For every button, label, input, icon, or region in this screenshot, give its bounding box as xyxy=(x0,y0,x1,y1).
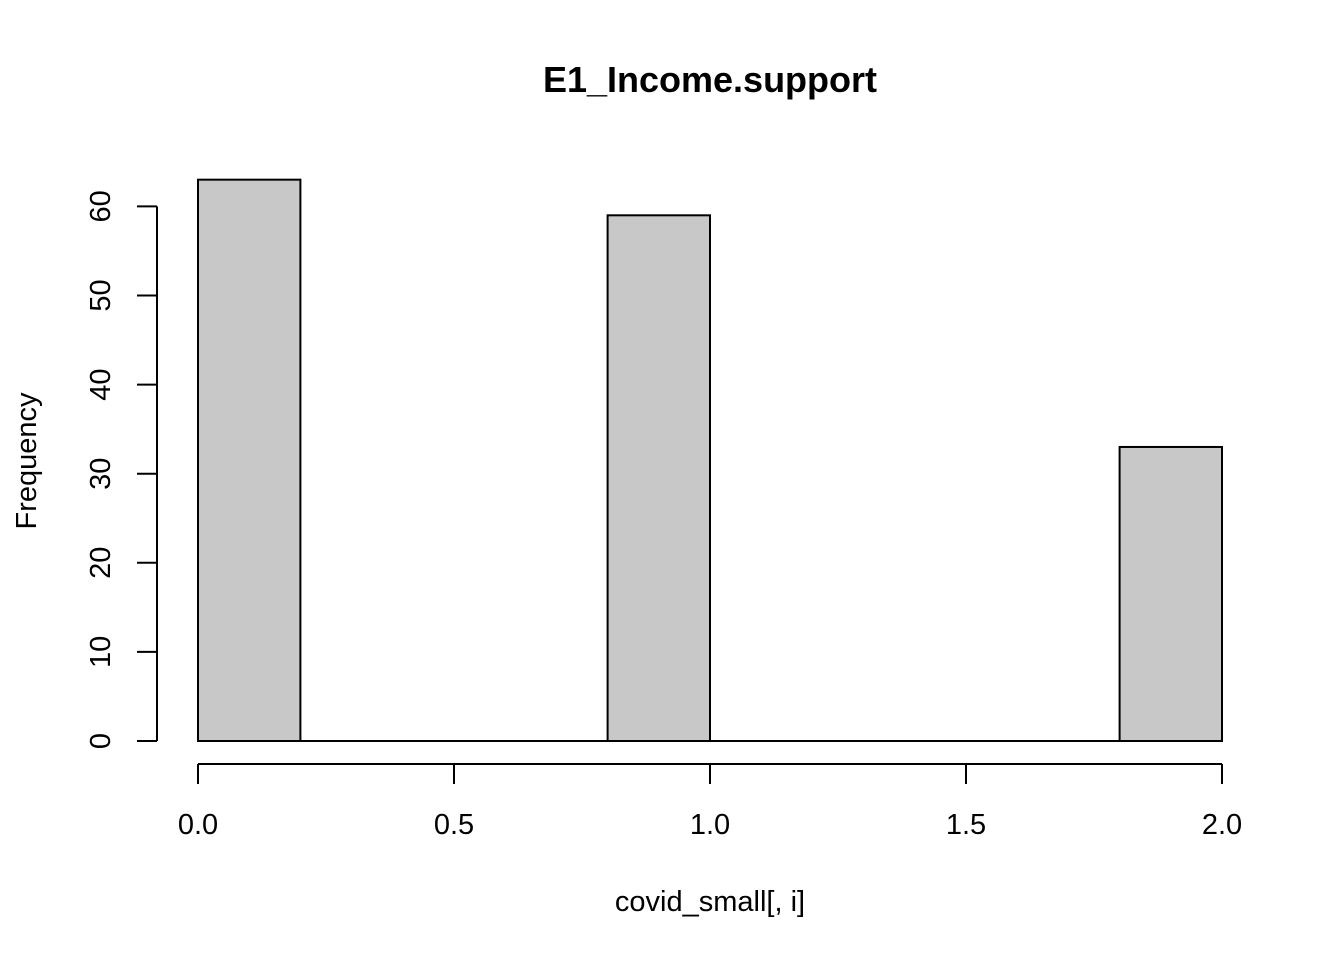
x-axis: 0.0 0.5 1.0 1.5 2.0 xyxy=(178,763,1242,841)
x-tick-label-3: 1.5 xyxy=(946,809,986,841)
y-axis-label: Frequency xyxy=(11,392,43,530)
histogram-bar-4 xyxy=(606,214,711,742)
y-tick-label-4: 40 xyxy=(85,368,117,400)
y-tick-label-0: 0 xyxy=(85,733,117,749)
chart-title: E1_Income.support xyxy=(543,59,877,100)
x-tick-label-4: 2.0 xyxy=(1202,809,1242,841)
y-tick-label-2: 20 xyxy=(85,547,117,579)
y-tick-label-6: 60 xyxy=(85,190,117,222)
x-axis-label: covid_small[, i] xyxy=(615,886,805,918)
y-tick-label-5: 50 xyxy=(85,279,117,311)
histogram-bar-9 xyxy=(1118,445,1223,742)
histogram-bar-0 xyxy=(197,178,302,743)
x-tick-label-0: 0.0 xyxy=(178,809,218,841)
bars-group xyxy=(197,178,1223,743)
y-tick-label-1: 10 xyxy=(85,636,117,668)
x-tick-label-1: 0.5 xyxy=(434,809,474,841)
y-tick-label-3: 30 xyxy=(85,458,117,490)
x-tick-label-2: 1.0 xyxy=(690,809,730,841)
y-axis: 0 10 20 30 40 50 60 xyxy=(85,190,158,749)
